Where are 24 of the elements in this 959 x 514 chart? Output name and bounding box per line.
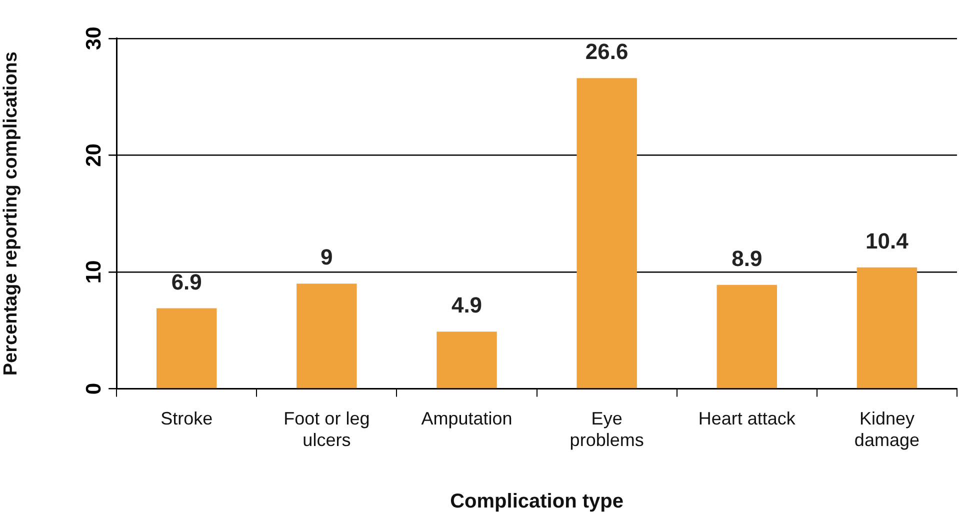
y-tick-label: 10 [82,260,106,284]
data-label: 4.9 [451,292,482,318]
x-tick-label: Foot or leg ulcers [284,408,370,450]
y-tick-label: 0 [82,382,106,395]
x-tick-label: Amputation [421,408,512,429]
bar [296,284,357,388]
bar [436,332,497,388]
data-label: 8.9 [732,246,762,271]
y-axis-title: Percentage reporting complications [0,52,22,376]
x-tick-label: Heart attack [698,408,796,429]
x-tick-label: Stroke [160,408,213,429]
data-label: 6.9 [171,269,202,294]
x-tick-label: Eye problems [570,408,644,450]
y-tick-label: 30 [82,26,106,50]
y-tick-label: 20 [82,144,106,167]
bar [576,78,637,388]
bar [716,284,778,388]
data-label: 9 [320,244,333,270]
data-label: 26.6 [585,39,628,64]
bar [156,308,217,388]
data-label: 10.4 [866,228,910,254]
x-tick-label: Kidney damage [854,408,920,450]
bar [856,267,918,388]
x-axis-title: Complication type [450,490,624,513]
